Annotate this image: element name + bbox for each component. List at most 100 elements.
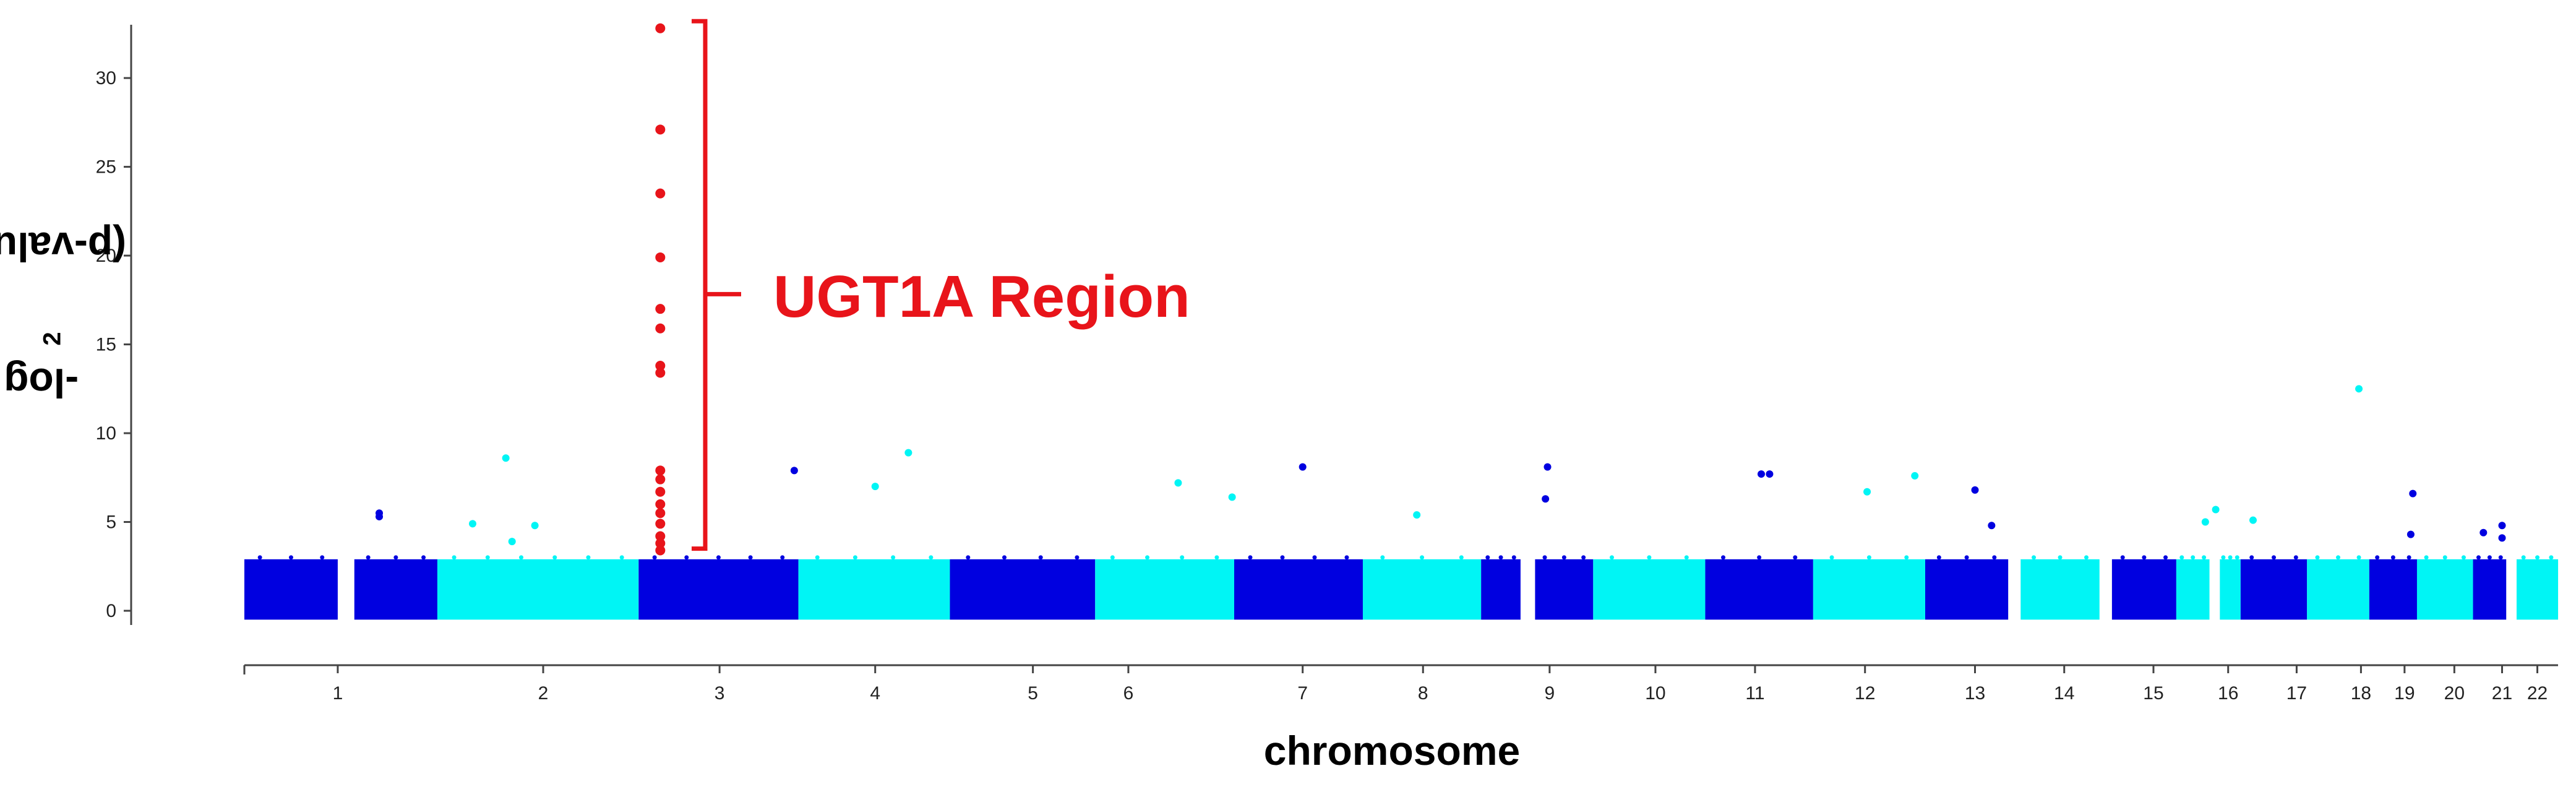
band-edge-dot xyxy=(1647,555,1652,560)
band-edge-dot xyxy=(966,555,971,560)
x-tick-label: 1 xyxy=(333,683,343,704)
scatter-points xyxy=(376,385,2506,546)
scatter-point xyxy=(2249,516,2257,524)
baseline-bands xyxy=(244,555,2559,620)
y-axis-label: -log2(p-value) xyxy=(0,223,127,406)
chromosome-band-17 xyxy=(2240,559,2308,620)
chromosome-band-21 xyxy=(2473,559,2507,620)
y-tick-label: 15 xyxy=(96,335,116,355)
band-edge-dot xyxy=(2120,555,2125,560)
scatter-point xyxy=(502,454,510,462)
band-edge-dot xyxy=(1511,555,1516,560)
chromosome-band-15 xyxy=(2111,559,2176,620)
scatter-point xyxy=(1863,488,1871,496)
x-axis-label: chromosome xyxy=(1263,728,1521,773)
band-edge-dot xyxy=(1248,555,1253,560)
band-edge-dot xyxy=(485,555,490,560)
highlight-point xyxy=(655,465,666,476)
scatter-point xyxy=(2355,385,2363,393)
scatter-point xyxy=(2498,534,2506,542)
band-edge-dot xyxy=(1075,555,1080,560)
band-edge-dot xyxy=(2375,555,2380,560)
region-annotation-label: UGT1A Region xyxy=(773,264,1190,330)
highlight-point xyxy=(655,545,666,556)
scatter-point xyxy=(531,522,539,530)
scatter-point xyxy=(1413,511,1421,519)
scatter-point xyxy=(2406,530,2415,538)
band-edge-dot xyxy=(1757,555,1762,560)
band-edge-dot xyxy=(586,555,591,560)
scatter-point xyxy=(1911,472,1919,480)
band-edge-dot xyxy=(652,555,657,560)
band-edge-dot xyxy=(288,555,293,560)
band-edge-dot xyxy=(2315,555,2320,560)
chromosome-band-5 xyxy=(950,559,1096,620)
band-edge-dot xyxy=(2235,555,2239,560)
scatter-point xyxy=(1988,522,1996,530)
band-edge-dot xyxy=(2293,555,2298,560)
band-edge-dot xyxy=(2228,555,2233,560)
region-bracket xyxy=(692,19,741,551)
band-edge-dot xyxy=(2356,555,2361,560)
band-edge-dot xyxy=(2221,555,2226,560)
band-edge-dot xyxy=(2272,555,2277,560)
x-tick-label: 5 xyxy=(1028,683,1038,704)
scatter-point xyxy=(790,467,798,475)
band-edge-dot xyxy=(2179,555,2184,560)
x-tick-label: 17 xyxy=(2286,683,2307,704)
y-tick-label: 10 xyxy=(96,423,116,444)
band-edge-dot xyxy=(2487,555,2492,560)
highlight-point xyxy=(655,508,666,519)
band-edge-dot xyxy=(452,555,457,560)
chromosome-band-7 xyxy=(1234,559,1363,620)
band-edge-dot xyxy=(2058,555,2063,560)
highlight-point xyxy=(655,188,666,199)
chromosome-band-18 xyxy=(2307,559,2369,620)
band-edge-dot xyxy=(1002,555,1007,560)
band-edge-dot xyxy=(2442,555,2447,560)
chromosome-band-20 xyxy=(2416,559,2473,620)
scatter-point xyxy=(2498,522,2506,530)
band-edge-dot xyxy=(1992,555,1997,560)
scatter-point xyxy=(1758,470,1766,478)
scatter-point xyxy=(1766,470,1774,478)
band-edge-dot xyxy=(1280,555,1285,560)
chromosome-band-10 xyxy=(1593,559,1706,620)
band-edge-dot xyxy=(1145,555,1150,560)
x-tick-label: 2 xyxy=(538,683,549,704)
band-edge-dot xyxy=(2424,555,2429,560)
band-edge-dot xyxy=(2521,555,2526,560)
x-tick-label: 11 xyxy=(1745,683,1764,704)
chromosome-band-22 xyxy=(2516,559,2559,620)
highlight-point xyxy=(655,474,666,485)
band-edge-dot xyxy=(1793,555,1798,560)
scatter-point xyxy=(1971,486,1979,494)
highlight-point xyxy=(655,519,666,529)
band-edge-dot xyxy=(1498,555,1503,560)
scatter-point xyxy=(1174,479,1182,487)
x-tick-label: 7 xyxy=(1297,683,1308,704)
band-edge-dot xyxy=(1459,555,1464,560)
x-tick-label: 9 xyxy=(1545,683,1555,704)
highlight-point xyxy=(655,124,666,135)
band-edge-dot xyxy=(2535,555,2540,560)
band-edge-dot xyxy=(1110,555,1115,560)
band-edge-dot xyxy=(1829,555,1834,560)
band-edge-dot xyxy=(2032,555,2037,560)
x-tick-label: 14 xyxy=(2054,683,2074,704)
band-edge-dot xyxy=(2549,555,2554,560)
chromosome-band-6 xyxy=(1095,559,1235,620)
band-edge-dot xyxy=(1721,555,1726,560)
band-edge-dot xyxy=(1380,555,1385,560)
x-tick-label: 12 xyxy=(1855,683,1875,704)
band-edge-dot xyxy=(257,555,262,560)
band-edge-dot xyxy=(1964,555,1969,560)
chromosome-band-seg9 xyxy=(1481,559,1521,620)
band-edge-dot xyxy=(2163,555,2168,560)
band-edge-dot xyxy=(1420,555,1425,560)
band-edge-dot xyxy=(1561,555,1566,560)
band-edge-dot xyxy=(619,555,624,560)
scatter-point xyxy=(2212,506,2220,514)
